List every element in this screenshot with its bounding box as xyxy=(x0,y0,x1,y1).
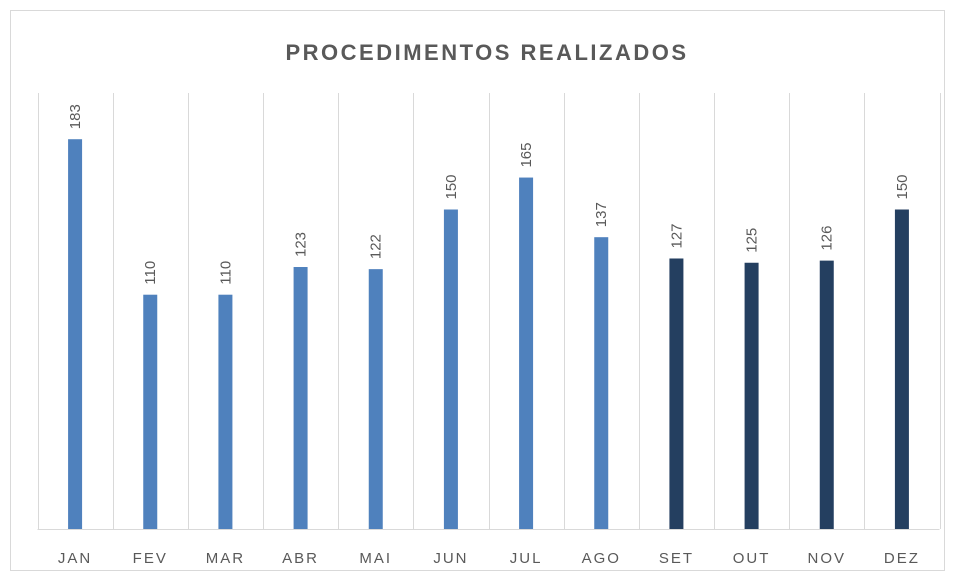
bar xyxy=(669,258,684,529)
bar xyxy=(443,209,458,529)
data-label: 137 xyxy=(593,202,610,227)
x-tick-label: JUL xyxy=(510,550,543,567)
data-label: 183 xyxy=(67,104,84,129)
bar xyxy=(68,139,83,529)
data-label: 122 xyxy=(368,234,385,259)
x-tick-label: OUT xyxy=(733,550,771,567)
x-tick-label: MAR xyxy=(206,550,245,567)
x-tick-label: DEZ xyxy=(884,550,920,567)
x-tick-label: ABR xyxy=(282,550,319,567)
bar xyxy=(293,267,308,529)
data-label: 123 xyxy=(293,232,310,257)
data-label: 125 xyxy=(744,228,761,253)
data-label: 165 xyxy=(518,143,535,168)
bar xyxy=(744,262,759,529)
x-tick-label: FEV xyxy=(133,550,168,567)
data-label: 110 xyxy=(142,261,159,285)
bar xyxy=(519,177,534,530)
data-label: 127 xyxy=(668,223,685,248)
data-label: 150 xyxy=(894,174,911,199)
x-tick-label: NOV xyxy=(807,550,846,567)
data-label: 126 xyxy=(819,226,836,251)
bar xyxy=(368,269,383,529)
data-label: 110 xyxy=(217,261,234,285)
x-tick-label: AGO xyxy=(582,550,621,567)
chart-title: PROCEDIMENTOS REALIZADOS xyxy=(285,40,688,65)
bar xyxy=(218,294,233,529)
x-tick-label: JUN xyxy=(433,550,468,567)
bar xyxy=(594,237,609,529)
bar xyxy=(894,209,909,529)
bar xyxy=(143,294,158,529)
bar xyxy=(819,260,834,529)
x-tick-label: JAN xyxy=(58,550,92,567)
x-tick-label: MAI xyxy=(359,550,392,567)
chart-border xyxy=(10,10,945,571)
x-tick-label: SET xyxy=(659,550,694,567)
data-label: 150 xyxy=(443,174,460,199)
